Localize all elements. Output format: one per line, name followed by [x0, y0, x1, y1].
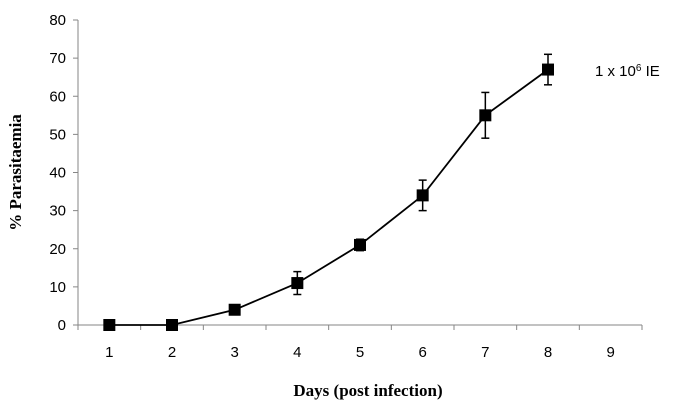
- y-tick-label: 10: [49, 279, 66, 296]
- data-point: [479, 109, 492, 122]
- x-tick-label: 9: [606, 344, 614, 361]
- x-tick-label: 7: [481, 344, 489, 361]
- y-axis-title: % Parasitaemia: [6, 114, 25, 231]
- x-axis-title: Days (post infection): [293, 381, 442, 400]
- x-tick-label: 8: [544, 344, 552, 361]
- data-point: [542, 63, 554, 76]
- x-tick-label: 4: [293, 344, 301, 361]
- data-point: [291, 277, 304, 290]
- x-tick-label: 6: [418, 344, 426, 361]
- data-point: [228, 303, 241, 316]
- data-point: [354, 238, 366, 251]
- data-point: [166, 319, 178, 331]
- series-line: [109, 68, 549, 326]
- y-tick-label: 50: [49, 126, 66, 143]
- y-ticks: 0 10 20 30 40 50 60 70 80: [49, 12, 78, 334]
- x-tick-label: 2: [168, 344, 176, 361]
- y-tick-label: 40: [49, 165, 66, 182]
- y-tick-label: 60: [49, 88, 66, 105]
- series-layer: [103, 53, 554, 331]
- y-tick-label: 30: [49, 203, 66, 220]
- x-tick-label: 1: [105, 344, 113, 361]
- data-point: [103, 319, 116, 331]
- x-ticks: 1 2 3 4 5 6 7 8 9: [77, 325, 643, 361]
- y-tick-label: 0: [58, 317, 66, 334]
- axes: [77, 20, 642, 326]
- data-point: [416, 189, 429, 202]
- y-tick-label: 20: [49, 241, 66, 258]
- series-label: 1 x 106 IE: [595, 63, 660, 81]
- y-tick-label: 70: [49, 50, 66, 67]
- x-tick-label: 3: [230, 344, 238, 361]
- y-tick-label: 80: [49, 12, 66, 29]
- series-label-base: 1 x 10: [595, 63, 636, 80]
- series-label-superscript: 6: [636, 63, 642, 74]
- x-tick-label: 5: [356, 344, 364, 361]
- series-label-unit: IE: [641, 63, 659, 80]
